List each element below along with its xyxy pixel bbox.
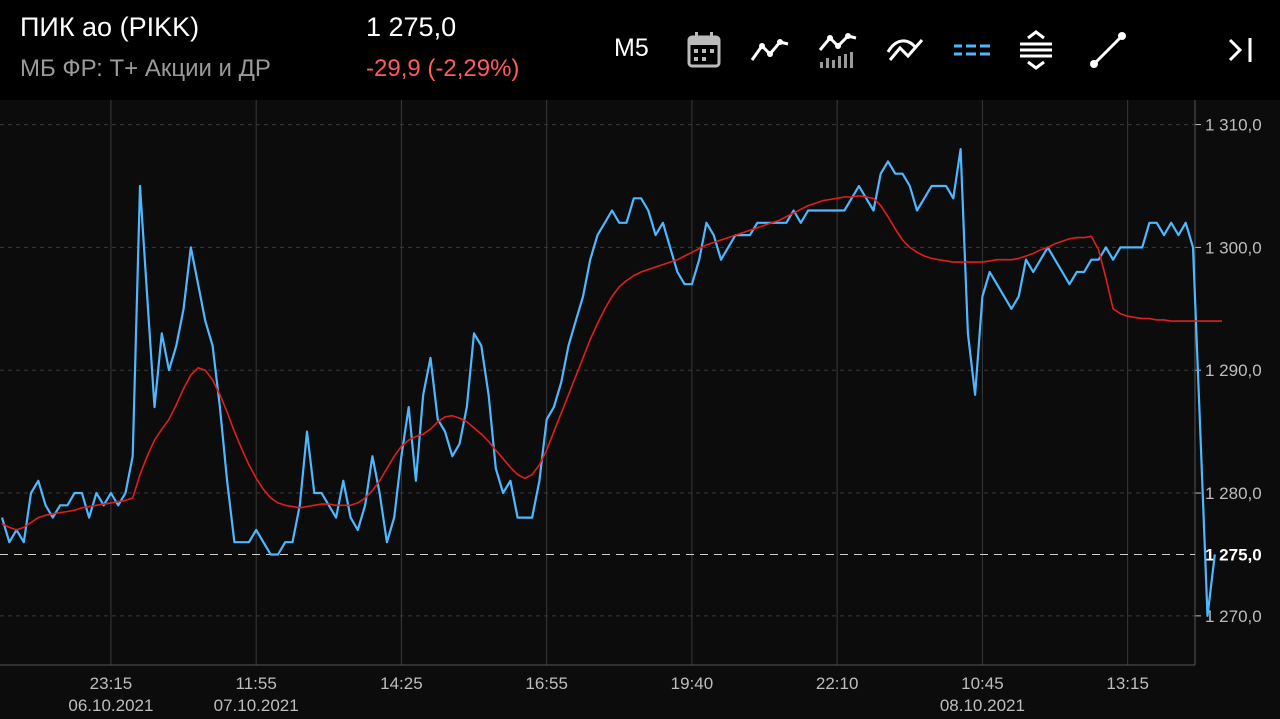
price-series-line: [0, 147, 1216, 618]
x-tick-time: 10:45: [961, 674, 1004, 693]
x-tick-date: 06.10.2021: [68, 696, 153, 715]
x-tick-time: 23:15: [90, 674, 133, 693]
x-tick-time: 14:25: [380, 674, 423, 693]
x-tick-time: 22:10: [816, 674, 859, 693]
volume-chart-icon[interactable]: [818, 30, 858, 70]
x-tick-date: 07.10.2021: [214, 696, 299, 715]
exchange-label: МБ ФР: Т+ Акции и ДР: [20, 55, 271, 82]
price-chart[interactable]: 1 310,0 1 300,0 1 290,0 1 280,0 1 270,0 23:15…: [0, 100, 1280, 719]
current-price-label: 1 275,0: [1205, 545, 1262, 564]
price-change: -29,9 (-2,29%): [366, 55, 520, 82]
x-tick-time: 16:55: [525, 674, 568, 693]
y-tick-label: 1 310,0: [1205, 116, 1262, 135]
y-tick-label: 1 280,0: [1205, 484, 1262, 503]
fibonacci-icon[interactable]: [1016, 30, 1056, 70]
y-tick-label: 1 270,0: [1205, 607, 1262, 626]
instrument-title: ПИК ао (PIKK): [20, 12, 200, 42]
line-chart-icon[interactable]: [750, 30, 790, 70]
timeframe-selector[interactable]: M5: [614, 34, 649, 62]
x-tick-time: 19:40: [671, 674, 714, 693]
calendar-icon[interactable]: [684, 30, 724, 70]
indicators-icon[interactable]: [886, 30, 926, 70]
header-bar: ПИК ао (PIKK) МБ ФР: Т+ Акции и ДР 1 275…: [0, 0, 1280, 100]
y-tick-label: 1 300,0: [1205, 238, 1262, 257]
trendline-icon[interactable]: [1088, 30, 1128, 70]
horizontal-line-icon[interactable]: [952, 30, 992, 70]
scroll-to-end-icon[interactable]: [1222, 30, 1262, 70]
x-tick-time: 11:55: [236, 674, 277, 693]
y-tick-label: 1 290,0: [1205, 361, 1262, 380]
moving-average-series-line: [1, 195, 1222, 531]
x-tick-date: 08.10.2021: [940, 696, 1025, 715]
x-tick-time: 13:15: [1106, 674, 1149, 693]
chart-area[interactable]: 1 310,0 1 300,0 1 290,0 1 280,0 1 270,0 23:15…: [0, 100, 1280, 719]
last-price: 1 275,0: [366, 12, 457, 42]
